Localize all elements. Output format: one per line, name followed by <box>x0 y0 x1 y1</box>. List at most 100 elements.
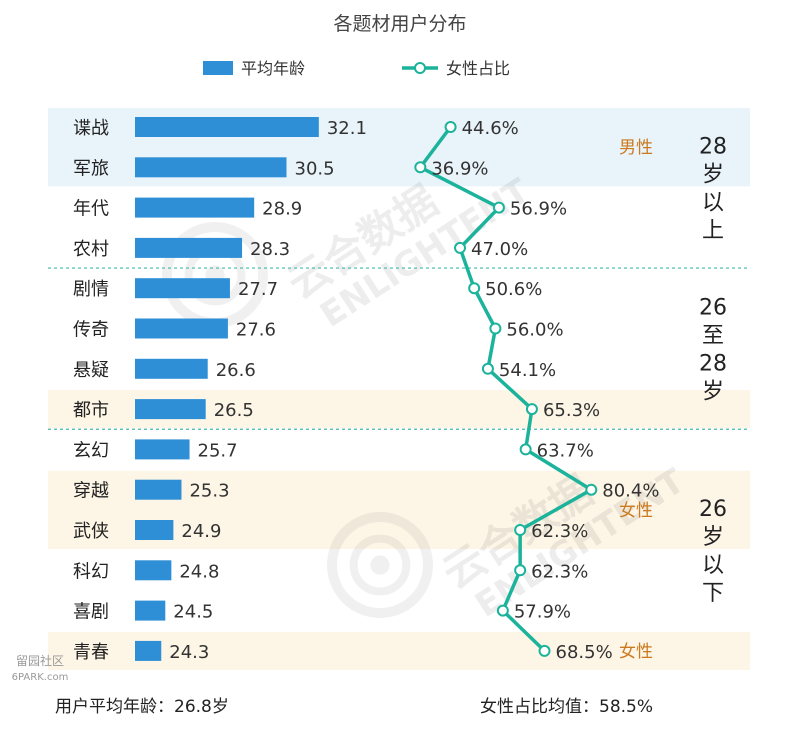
line-point-1 <box>414 161 427 174</box>
line-point-8 <box>519 443 532 456</box>
line-value-9: 80.4% <box>602 481 659 502</box>
line-value-8: 63.7% <box>537 440 594 461</box>
bar-value-11: 24.8 <box>179 561 219 582</box>
age-group-0-char-3: 上 <box>702 218 724 243</box>
bar-value-13: 24.3 <box>169 642 209 663</box>
age-group-1-char-0: 26 <box>699 296 727 321</box>
bar-8 <box>135 439 190 460</box>
chart-title: 各题材用户分布 <box>333 13 466 35</box>
line-point-12 <box>496 604 509 617</box>
age-group-0-char-2: 以 <box>702 190 724 215</box>
line-point-5 <box>489 322 502 335</box>
category-label-12: 喜剧 <box>73 602 109 623</box>
age-group-2-char-0: 26 <box>699 497 727 522</box>
bar-2 <box>135 197 255 218</box>
age-group-1-char-3: 岁 <box>702 380 724 405</box>
category-label-10: 武侠 <box>73 521 109 542</box>
bar-7 <box>135 399 206 420</box>
line-point-0 <box>444 121 457 133</box>
category-label-1: 军旅 <box>73 158 109 179</box>
line-value-11: 62.3% <box>531 561 588 582</box>
line-value-7: 65.3% <box>543 400 600 421</box>
watermark-logo-bottom <box>327 512 433 618</box>
legend-swatch-bar <box>203 61 233 75</box>
bar-value-6: 26.6 <box>216 360 256 381</box>
line-point-11 <box>514 564 527 577</box>
bar-value-7: 26.5 <box>214 400 254 421</box>
bar-1 <box>135 157 287 178</box>
line-point-7 <box>525 403 538 416</box>
bar-value-4: 27.7 <box>238 279 278 300</box>
category-label-6: 悬疑 <box>73 360 109 381</box>
bar-5 <box>135 318 228 339</box>
line-point-10 <box>514 524 527 536</box>
category-label-13: 青春 <box>73 642 109 663</box>
bar-6 <box>135 358 208 379</box>
bar-11 <box>135 560 172 581</box>
bar-value-2: 28.9 <box>262 199 302 220</box>
highlight-band-3 <box>48 631 750 670</box>
age-group-2-char-3: 下 <box>702 581 724 606</box>
corner-watermark-line2: 6PARK.com <box>12 672 69 683</box>
category-label-3: 农村 <box>73 239 109 260</box>
footer-avg-age: 用户平均年龄：26.8岁 <box>55 697 229 717</box>
bar-layer <box>135 117 319 661</box>
female-ratio-line <box>418 125 594 653</box>
highlight-label-0: 男性 <box>619 138 653 158</box>
line-point-3 <box>454 241 467 254</box>
category-label-0: 谍战 <box>73 118 109 139</box>
line-point-4 <box>468 282 481 295</box>
bar-4 <box>135 278 230 299</box>
category-label-4: 剧情 <box>73 279 109 300</box>
separator-layer <box>48 267 750 430</box>
bar-value-10: 24.9 <box>181 521 221 542</box>
line-point-6 <box>481 362 494 375</box>
category-label-9: 穿越 <box>73 481 109 502</box>
line-value-6: 54.1% <box>499 360 556 381</box>
category-label-5: 传奇 <box>73 320 109 341</box>
category-label-7: 都市 <box>73 400 109 421</box>
bar-13 <box>135 640 162 661</box>
bar-3 <box>135 237 243 258</box>
line-value-10: 62.3% <box>531 521 588 542</box>
legend-marker-line <box>414 62 426 74</box>
category-label-8: 玄幻 <box>73 440 109 461</box>
corner-watermark-line1: 留园社区 <box>16 653 64 668</box>
bar-value-8: 25.7 <box>198 440 238 461</box>
bar-10 <box>135 520 174 540</box>
bar-value-3: 28.3 <box>250 239 290 260</box>
line-value-0: 44.6% <box>462 118 519 139</box>
line-value-5: 56.0% <box>506 320 563 341</box>
line-value-1: 36.9% <box>431 158 488 179</box>
bar-value-5: 27.6 <box>236 320 276 341</box>
line-value-3: 47.0% <box>471 239 528 260</box>
line-value-13: 68.5% <box>556 642 613 663</box>
bar-value-9: 25.3 <box>189 481 229 502</box>
age-group-0-char-0: 28 <box>699 134 727 159</box>
line-point-2 <box>492 201 505 214</box>
line-value-2: 56.9% <box>510 199 567 220</box>
bar-value-12: 24.5 <box>173 602 213 623</box>
highlight-label-3: 女性 <box>619 642 653 662</box>
age-group-2-char-2: 以 <box>702 553 724 578</box>
age-group-0-char-1: 岁 <box>702 162 724 187</box>
line-layer <box>414 121 598 657</box>
bar-value-1: 30.5 <box>295 158 335 179</box>
highlight-label-2: 女性 <box>619 501 653 521</box>
legend-label-bar: 平均年龄 <box>241 59 305 78</box>
category-label-11: 科幻 <box>73 561 109 582</box>
bar-0 <box>135 117 319 137</box>
age-group-2-char-1: 岁 <box>702 525 724 550</box>
bar-12 <box>135 600 166 621</box>
category-label-2: 年代 <box>73 199 109 220</box>
bar-9 <box>135 479 182 500</box>
age-group-1-char-1: 至 <box>702 324 724 349</box>
bar-value-0: 32.1 <box>327 118 367 139</box>
line-point-9 <box>585 483 598 496</box>
line-value-12: 57.9% <box>514 602 571 623</box>
line-point-13 <box>538 644 551 657</box>
line-value-4: 50.6% <box>485 279 542 300</box>
